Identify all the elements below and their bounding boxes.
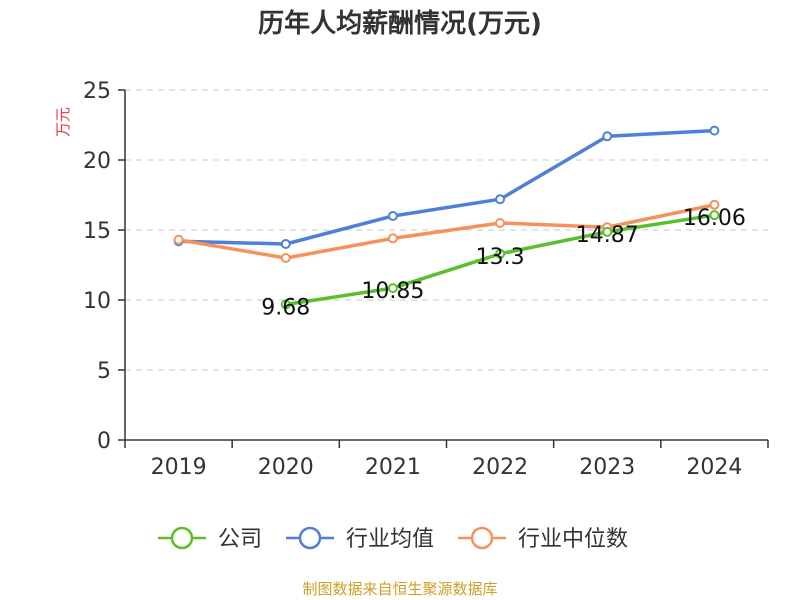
legend-label: 行业均值	[346, 527, 434, 552]
data-point	[495, 194, 506, 205]
legend-item: 行业均值	[286, 526, 434, 552]
x-tick-label: 2021	[365, 455, 421, 480]
data-label: 16.06	[683, 206, 746, 231]
legend-label: 公司	[218, 527, 262, 552]
data-point	[387, 211, 398, 221]
data-label: 10.85	[361, 279, 424, 304]
y-axis-unit: 万元	[54, 107, 72, 137]
data-label: 13.3	[476, 245, 525, 270]
y-tick-label: 5	[97, 359, 111, 384]
y-tick-label: 10	[83, 289, 111, 314]
data-point	[280, 253, 291, 263]
x-tick-label: 2022	[472, 455, 528, 480]
x-tick-label: 2019	[151, 455, 207, 480]
data-labels: 9.68 10.85 13.3 14.87 16.06	[261, 206, 746, 320]
legend-item: 公司	[158, 526, 262, 552]
axes	[118, 89, 769, 448]
legend-swatch-marker	[298, 526, 322, 550]
y-tick-label: 15	[83, 219, 111, 244]
series-line	[176, 203, 717, 260]
source-note: 制图数据来自恒生聚源数据库	[302, 580, 497, 598]
data-point	[495, 248, 506, 259]
x-tick-label: 2020	[258, 455, 314, 480]
data-label: 14.87	[576, 223, 639, 248]
data-label: 9.68	[261, 295, 310, 320]
data-point	[280, 239, 291, 249]
y-tick-label: 0	[97, 429, 111, 454]
y-tick-label: 20	[83, 149, 111, 174]
data-point	[602, 131, 613, 142]
data-point	[709, 125, 720, 136]
data-point	[709, 210, 720, 221]
series-lines	[176, 128, 717, 307]
data-point	[173, 234, 184, 245]
chart-title: 历年人均薪酬情况(万元)	[258, 8, 542, 39]
data-point	[709, 199, 720, 210]
y-tick-labels: 0 5 10 15 20 25	[83, 79, 111, 454]
data-point	[387, 233, 398, 244]
data-point	[495, 218, 506, 228]
y-tick-label: 25	[83, 79, 111, 104]
legend: 公司 行业均值 行业中位数	[158, 526, 628, 552]
data-point	[387, 283, 398, 294]
data-point	[602, 226, 613, 237]
legend-item: 行业中位数	[458, 526, 628, 552]
legend-swatch-marker	[170, 526, 194, 550]
x-tick-label: 2024	[686, 455, 742, 480]
legend-swatch-marker	[470, 526, 494, 550]
series-points	[173, 125, 720, 310]
x-tick-labels: 2019 2020 2021 2022 2023 2024	[151, 455, 743, 480]
data-point	[280, 299, 291, 310]
legend-label: 行业中位数	[518, 527, 628, 552]
series-line	[176, 128, 717, 246]
x-tick-label: 2023	[579, 455, 635, 480]
